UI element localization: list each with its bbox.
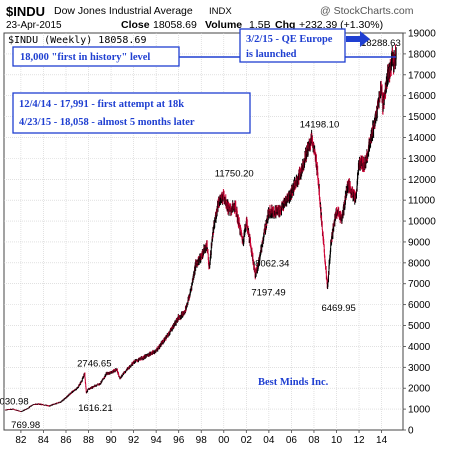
x-tick-label: 10 bbox=[331, 435, 343, 446]
y-tick-label: 0 bbox=[408, 426, 414, 437]
y-tick-label: 16000 bbox=[408, 91, 436, 102]
x-tick-label: 00 bbox=[218, 435, 230, 446]
attempt-note-line2: 4/23/15 - 18,058 - almost 5 months later bbox=[19, 117, 195, 128]
x-tick-label: 90 bbox=[106, 435, 118, 446]
close-label: Close bbox=[121, 19, 150, 31]
x-tick-label: 82 bbox=[15, 435, 27, 446]
x-tick-label: 88 bbox=[83, 435, 95, 446]
x-tick-label: 92 bbox=[128, 435, 140, 446]
data-label: 8062.34 bbox=[255, 259, 289, 270]
x-tick-label: 08 bbox=[308, 435, 320, 446]
chart-title: Dow Jones Industrial Average bbox=[54, 5, 193, 17]
brand-label: Best Minds Inc. bbox=[258, 377, 329, 388]
x-tick-label: 94 bbox=[151, 435, 163, 446]
y-tick-label: 4000 bbox=[408, 342, 431, 353]
x-tick-label: 96 bbox=[173, 435, 185, 446]
volume-value: 1.5B bbox=[249, 19, 271, 31]
qe-arrow-icon bbox=[346, 31, 370, 47]
x-tick-label: 98 bbox=[196, 435, 208, 446]
y-tick-label: 13000 bbox=[408, 154, 436, 165]
qe-note-line2: is launched bbox=[246, 49, 297, 60]
x-tick-label: 12 bbox=[353, 435, 365, 446]
data-label: 6469.95 bbox=[321, 303, 355, 314]
watermark: @ StockCharts.com bbox=[320, 5, 414, 17]
x-tick-label: 14 bbox=[376, 435, 388, 446]
chart-exchange: INDX bbox=[209, 6, 232, 17]
attempt-note-line1: 12/4/14 - 17,991 - first attempt at 18k bbox=[19, 99, 184, 110]
close-value: 18058.69 bbox=[153, 19, 197, 31]
data-label: 1616.21 bbox=[78, 403, 112, 414]
data-label: 14198.10 bbox=[300, 119, 340, 130]
y-tick-label: 12000 bbox=[408, 175, 436, 186]
data-label: 7197.49 bbox=[251, 288, 285, 299]
y-tick-label: 10000 bbox=[408, 217, 436, 228]
chg-value: +232.39 (+1.30%) bbox=[299, 19, 383, 31]
y-tick-label: 8000 bbox=[408, 258, 431, 269]
x-axis: 82 84 86 88 90 92 94 96 98 00 02 04 06 08 10 12 14 bbox=[15, 430, 388, 446]
y-tick-label: 19000 bbox=[408, 29, 436, 40]
x-tick-label: 04 bbox=[263, 435, 275, 446]
y-axis: 0 1000 2000 3000 4000 5000 6000 7000 8000 9000 100… bbox=[403, 29, 436, 437]
y-tick-label: 18000 bbox=[408, 49, 436, 60]
qe-note-line1: 3/2/15 - QE Europe bbox=[246, 34, 333, 45]
y-tick-label: 11000 bbox=[408, 196, 436, 207]
y-tick-label: 3000 bbox=[408, 363, 431, 374]
y-tick-label: 2000 bbox=[408, 384, 431, 395]
x-tick-label: 84 bbox=[38, 435, 50, 446]
price-series bbox=[4, 44, 397, 413]
data-label: 1030.98 bbox=[0, 396, 29, 407]
y-tick-label: 14000 bbox=[408, 133, 436, 144]
x-tick-label: 06 bbox=[286, 435, 298, 446]
y-tick-label: 15000 bbox=[408, 112, 436, 123]
x-tick-label: 86 bbox=[60, 435, 72, 446]
attempt-note-box bbox=[12, 92, 251, 134]
y-tick-label: 9000 bbox=[408, 237, 431, 248]
y-tick-label: 5000 bbox=[408, 321, 431, 332]
data-label: 18288.63 bbox=[361, 38, 401, 49]
level-note-text: 18,000 "first in history" level bbox=[20, 52, 150, 63]
chart-symbol: $INDU bbox=[6, 4, 45, 19]
data-label: 11750.20 bbox=[215, 168, 254, 179]
x-tick-label: 02 bbox=[241, 435, 253, 446]
chart-date: 23-Apr-2015 bbox=[6, 20, 62, 31]
y-tick-label: 17000 bbox=[408, 70, 436, 81]
y-tick-label: 6000 bbox=[408, 300, 431, 311]
data-label: 2746.65 bbox=[77, 359, 111, 370]
data-label: 769.98 bbox=[11, 420, 40, 431]
y-tick-label: 7000 bbox=[408, 279, 431, 290]
legend-entry: $INDU (Weekly) 18058.69 bbox=[8, 35, 146, 46]
data-labels: 1030.98 769.98 2746.65 1616.21 11750.20 8062.… bbox=[0, 38, 401, 431]
qe-note-box bbox=[239, 28, 346, 63]
chg-label: Chg bbox=[275, 19, 295, 31]
y-tick-label: 1000 bbox=[408, 405, 431, 416]
volume-label: Volume bbox=[205, 19, 242, 31]
